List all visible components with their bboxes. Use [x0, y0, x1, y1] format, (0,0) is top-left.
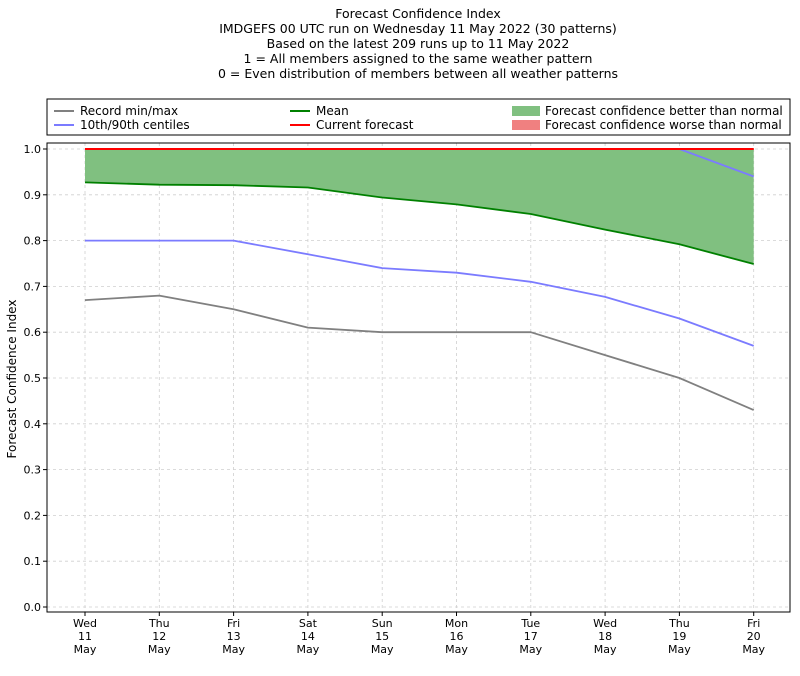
y-tick-label: 0.5: [24, 372, 42, 385]
x-tick-month: May: [371, 643, 394, 656]
y-tick-label: 0.0: [24, 601, 42, 614]
title-line-5: 0 = Even distribution of members between…: [218, 66, 618, 81]
series-lines: [84, 148, 755, 411]
x-tick-date: 18: [598, 630, 612, 643]
y-axis: 0.0 0.1 0.2 0.3 0.4 0.5 0.6 0.7 0.8 0.9 1.0: [24, 143, 47, 614]
x-tick-month: May: [594, 643, 617, 656]
y-axis-label: Forecast Confidence Index: [5, 300, 19, 459]
x-tick-month: May: [519, 643, 542, 656]
series-centile-10: [85, 239, 755, 347]
legend-label: Forecast confidence better than normal: [545, 104, 783, 118]
x-tick-month: May: [445, 643, 468, 656]
y-tick-label: 0.4: [24, 418, 42, 431]
title-line-3: Based on the latest 209 runs up to 11 Ma…: [267, 36, 570, 51]
y-tick-label: 0.8: [24, 235, 42, 248]
y-tick-label: 0.1: [24, 555, 42, 568]
x-tick-date: 19: [672, 630, 686, 643]
x-tick-date: 11: [78, 630, 92, 643]
x-tick-day: Wed: [593, 617, 617, 630]
x-tick-month: May: [668, 643, 691, 656]
legend-label: Mean: [316, 104, 349, 118]
y-tick-label: 0.6: [24, 326, 42, 339]
x-tick-date: 13: [227, 630, 241, 643]
legend-swatch: [512, 106, 540, 116]
x-tick-date: 15: [375, 630, 389, 643]
title-line-1: Forecast Confidence Index: [335, 6, 501, 21]
x-tick-day: Fri: [227, 617, 240, 630]
legend-label: Forecast confidence worse than normal: [545, 118, 782, 132]
x-tick-month: May: [742, 643, 765, 656]
chart-title: Forecast Confidence Index IMDGEFS 00 UTC…: [218, 6, 618, 81]
x-tick-month: May: [74, 643, 97, 656]
x-tick-day: Mon: [445, 617, 468, 630]
y-tick-label: 1.0: [24, 143, 42, 156]
x-tick-day: Thu: [148, 617, 170, 630]
x-axis: Wed11MayThu12MayFri13MaySat14MaySun15May…: [73, 612, 766, 656]
x-tick-day: Sat: [299, 617, 318, 630]
x-tick-day: Tue: [520, 617, 540, 630]
x-tick-day: Fri: [747, 617, 760, 630]
x-tick-date: 14: [301, 630, 315, 643]
y-tick-label: 0.9: [24, 189, 42, 202]
title-line-4: 1 = All members assigned to the same wea…: [244, 51, 593, 66]
legend-label: Record min/max: [80, 104, 178, 118]
y-tick-label: 0.2: [24, 509, 42, 522]
x-tick-date: 17: [524, 630, 538, 643]
y-tick-label: 0.3: [24, 464, 42, 477]
x-tick-day: Thu: [668, 617, 690, 630]
x-tick-date: 12: [152, 630, 166, 643]
series-mean: [84, 181, 754, 265]
title-line-2: IMDGEFS 00 UTC run on Wednesday 11 May 2…: [219, 21, 617, 36]
legend-frame: [46, 98, 791, 136]
legend-swatch: [512, 120, 540, 130]
fill-better-than-normal: [85, 149, 754, 264]
x-tick-date: 20: [747, 630, 761, 643]
x-tick-day: Sun: [372, 617, 393, 630]
legend-label: 10th/90th centiles: [80, 118, 190, 132]
x-tick-date: 16: [450, 630, 464, 643]
confidence-fills: [85, 149, 754, 264]
x-tick-month: May: [297, 643, 320, 656]
x-tick-day: Wed: [73, 617, 97, 630]
y-tick-label: 0.7: [24, 280, 42, 293]
legend: Record min/max Mean Forecast confidence be…: [46, 98, 791, 136]
legend-label: Current forecast: [316, 118, 414, 132]
x-tick-month: May: [222, 643, 245, 656]
series-record-min: [84, 294, 755, 411]
x-tick-month: May: [148, 643, 171, 656]
